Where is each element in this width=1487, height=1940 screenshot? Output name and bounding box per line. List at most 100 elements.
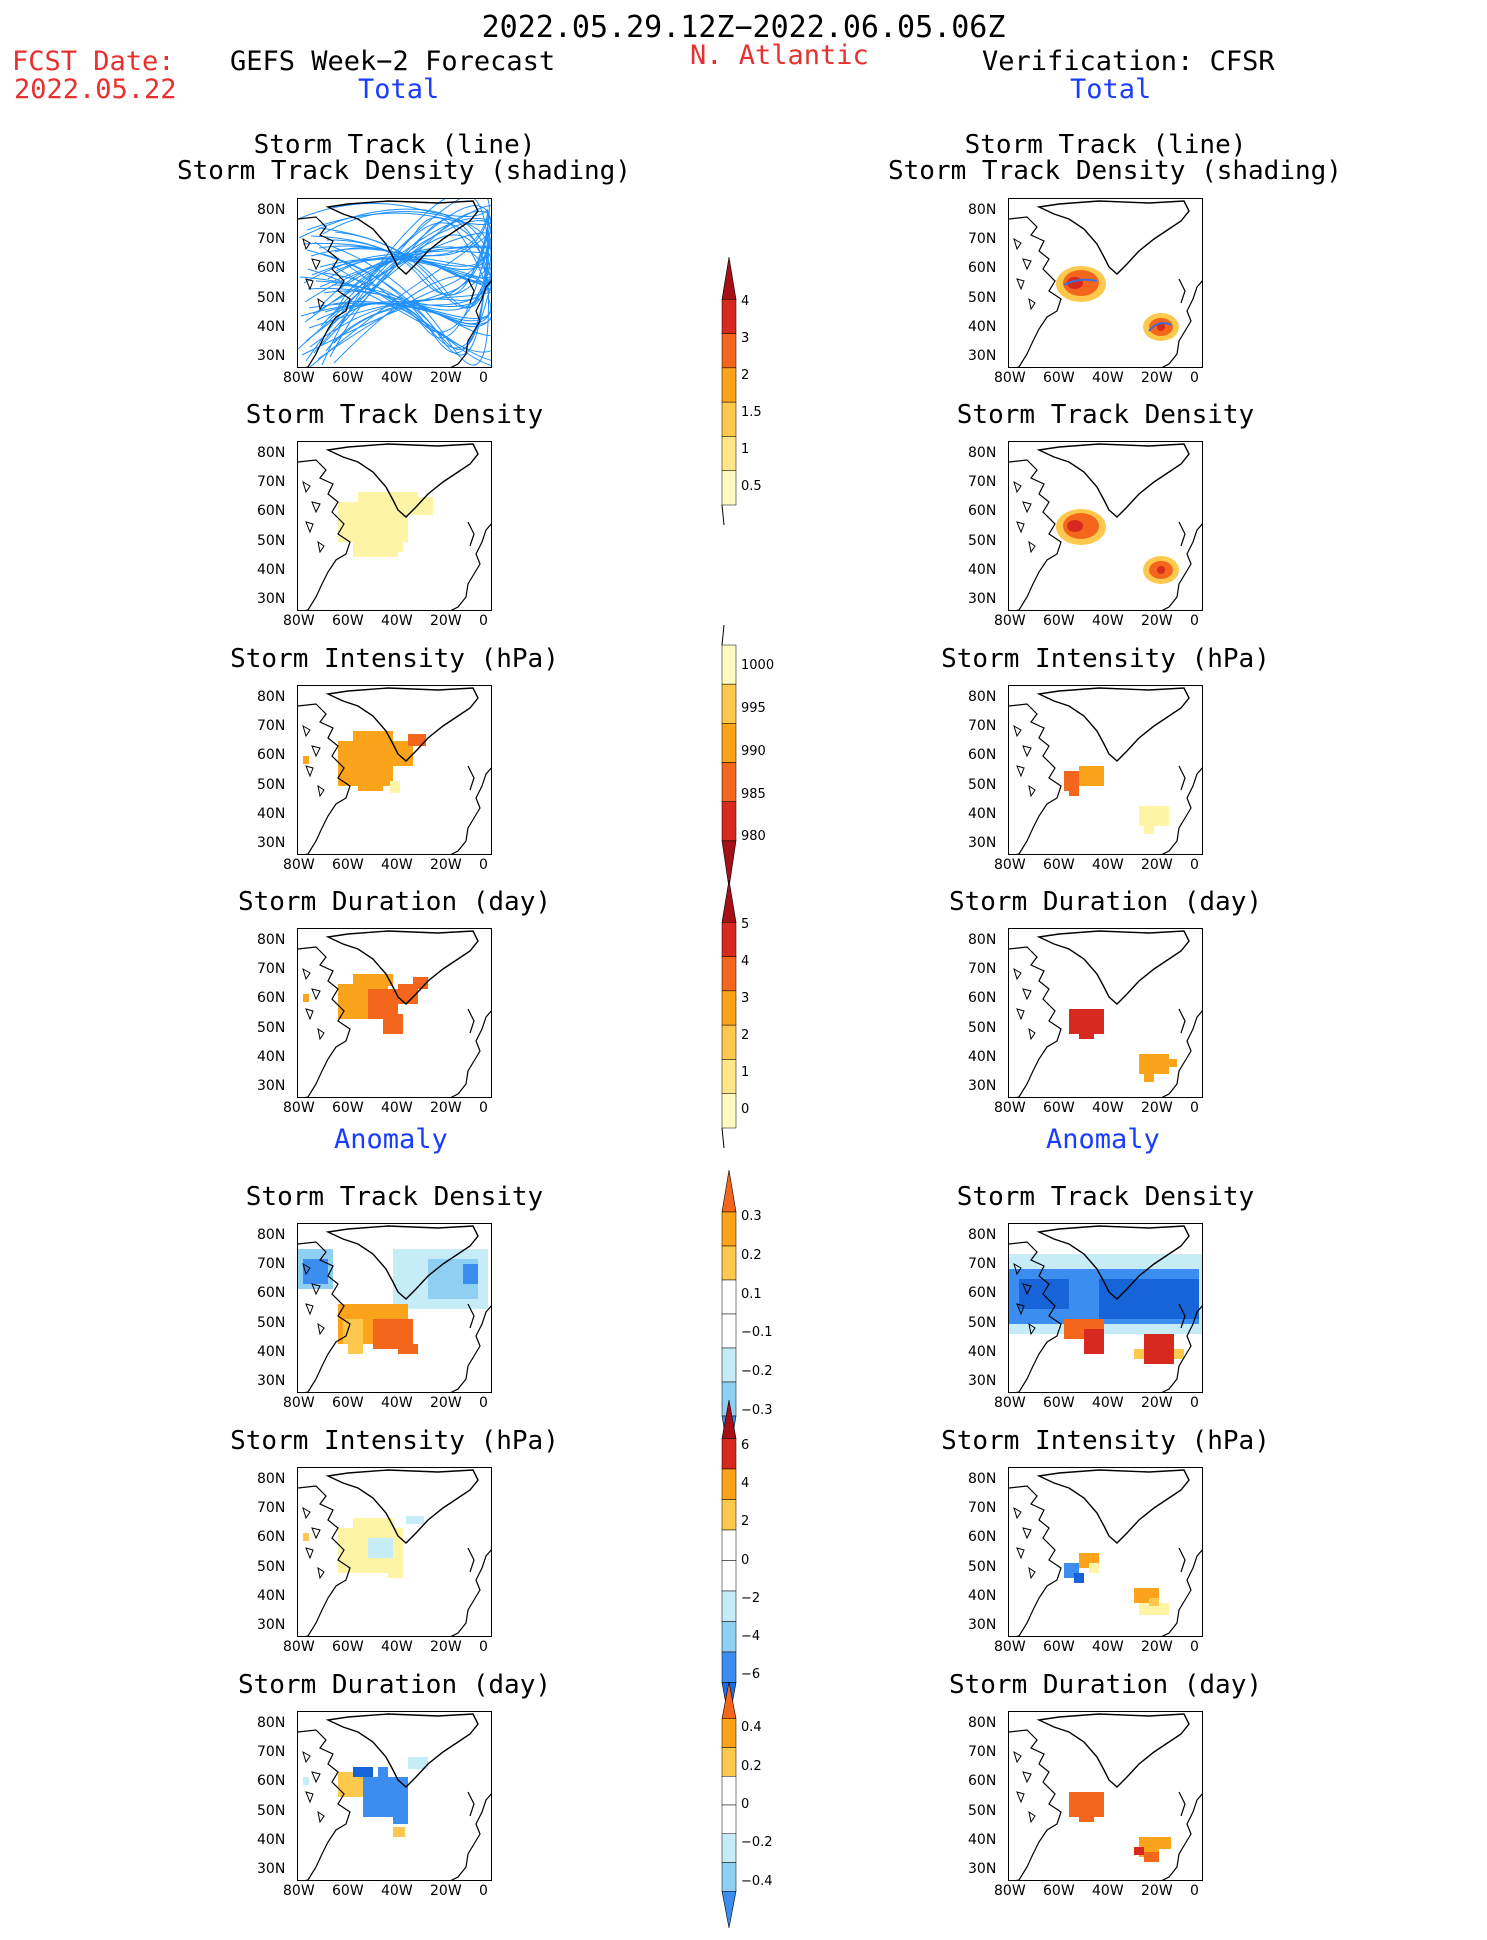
- lon-tick-label: 20W: [1141, 1639, 1173, 1655]
- region-label: N. Atlantic: [690, 40, 869, 71]
- lat-tick-label: 50N: [257, 1019, 286, 1036]
- colorbar-label: −0.4: [741, 1873, 773, 1889]
- lat-tick-label: 70N: [968, 718, 997, 735]
- lat-tick-label: 80N: [257, 445, 286, 461]
- left-r4-map-graphic: [298, 930, 491, 1097]
- lat-tick-label: 80N: [968, 932, 997, 948]
- lat-tick-label: 80N: [968, 689, 997, 705]
- lat-tick-label: 40N: [968, 561, 997, 578]
- lon-tick-label: 40W: [381, 1883, 413, 1899]
- lon-tick-label: 80W: [994, 857, 1026, 873]
- right-r5-title-1: Storm Track Density: [956, 1182, 1255, 1212]
- right-r4-map: [1008, 928, 1203, 1098]
- lat-tick-label: 60N: [257, 747, 286, 764]
- lon-tick-label: 60W: [332, 1395, 364, 1411]
- lon-tick-label: 0: [1190, 1883, 1199, 1899]
- left-r1-title-1: Storm Track (line): [253, 130, 536, 160]
- lon-tick-label: 60W: [332, 857, 364, 873]
- lat-tick-label: 30N: [968, 1078, 997, 1094]
- lat-tick-label: 40N: [968, 318, 997, 335]
- lat-tick-label: 40N: [968, 1587, 997, 1604]
- lon-tick-label: 60W: [332, 1100, 364, 1116]
- lat-tick-label: 70N: [257, 231, 286, 248]
- lat-tick-label: 70N: [968, 231, 997, 248]
- lon-tick-label: 20W: [430, 1639, 462, 1655]
- lat-tick-label: 70N: [257, 1256, 286, 1273]
- right-r5-map-graphic: [1009, 1225, 1202, 1392]
- lon-tick-label: 80W: [994, 1100, 1026, 1116]
- lat-tick-label: 40N: [968, 1343, 997, 1360]
- colorbar-label: 3: [741, 990, 750, 1006]
- lon-tick-label: 60W: [1043, 1883, 1075, 1899]
- lat-tick-label: 80N: [257, 202, 286, 218]
- colorbar-label: 0.2: [741, 1247, 762, 1263]
- lat-tick-label: 50N: [968, 1802, 997, 1819]
- lat-tick-label: 30N: [257, 1617, 286, 1633]
- lat-tick-label: 80N: [968, 1227, 997, 1243]
- lon-tick-label: 0: [479, 1100, 488, 1116]
- lat-tick-label: 40N: [257, 805, 286, 822]
- lat-tick-label: 50N: [257, 1314, 286, 1331]
- lon-tick-label: 80W: [283, 857, 315, 873]
- lon-tick-label: 80W: [994, 1395, 1026, 1411]
- lon-tick-label: 0: [1190, 613, 1199, 629]
- lon-tick-label: 60W: [1043, 1639, 1075, 1655]
- left-r4-title-1: Storm Duration (day): [237, 887, 552, 917]
- lon-tick-label: 80W: [994, 1883, 1026, 1899]
- right-r4-title-1: Storm Duration (day): [948, 887, 1263, 917]
- lon-tick-label: 40W: [381, 1100, 413, 1116]
- left-r1-map-graphic: [298, 199, 491, 367]
- colorbar-label: 985: [741, 786, 766, 802]
- right-r6-map: [1008, 1467, 1203, 1637]
- left-r6-map-graphic: [298, 1469, 491, 1636]
- colorbar-label: −6: [741, 1666, 761, 1682]
- colorbar-label: 1000: [741, 658, 775, 674]
- lon-tick-label: 20W: [430, 1100, 462, 1116]
- lon-tick-label: 20W: [430, 1395, 462, 1411]
- left-r6-title-1: Storm Intensity (hPa): [230, 1426, 559, 1456]
- colorbar-label: 0: [741, 1552, 750, 1568]
- lat-tick-label: 30N: [257, 835, 286, 851]
- colorbar-label: 1: [741, 441, 750, 457]
- lon-tick-label: 40W: [381, 857, 413, 873]
- lat-tick-label: 70N: [968, 474, 997, 491]
- left-r1-title-2: Storm Track Density (shading): [177, 156, 631, 186]
- lat-tick-label: 60N: [968, 1529, 997, 1546]
- lat-tick-label: 40N: [257, 1048, 286, 1065]
- lat-tick-label: 50N: [968, 1019, 997, 1036]
- colorbar-label: 0.4: [741, 1720, 762, 1736]
- lon-tick-label: 20W: [430, 613, 462, 629]
- left-r4-map: [297, 928, 492, 1098]
- left-column-title: GEFS Week−2 Forecast: [230, 46, 556, 77]
- right-r6-title-1: Storm Intensity (hPa): [941, 1426, 1270, 1456]
- left-r3-map: [297, 685, 492, 855]
- lon-tick-label: 0: [1190, 370, 1199, 386]
- colorbar-label: 0: [741, 1101, 750, 1117]
- lon-tick-label: 80W: [994, 613, 1026, 629]
- lat-tick-label: 70N: [257, 1500, 286, 1517]
- lon-tick-label: 0: [479, 1639, 488, 1655]
- lon-tick-label: 0: [1190, 1395, 1199, 1411]
- lon-tick-label: 20W: [430, 1883, 462, 1899]
- lat-tick-label: 50N: [968, 1314, 997, 1331]
- lat-tick-label: 50N: [257, 776, 286, 793]
- lat-tick-label: 60N: [968, 1773, 997, 1790]
- lon-tick-label: 40W: [1092, 857, 1124, 873]
- lat-tick-label: 60N: [968, 747, 997, 764]
- lat-tick-label: 60N: [257, 503, 286, 520]
- lat-tick-label: 30N: [257, 1861, 286, 1877]
- lat-tick-label: 70N: [257, 1744, 286, 1761]
- colorbar-total_density: [721, 256, 737, 526]
- colorbar-label: 6: [741, 1438, 750, 1454]
- lat-tick-label: 80N: [968, 1471, 997, 1487]
- colorbar-label: 980: [741, 829, 766, 845]
- lat-tick-label: 80N: [257, 1715, 286, 1731]
- lon-tick-label: 40W: [1092, 1639, 1124, 1655]
- lat-tick-label: 60N: [257, 1285, 286, 1302]
- colorbar-label: 4: [741, 293, 750, 309]
- colorbar-anom_intensity: [721, 1399, 737, 1722]
- lon-tick-label: 80W: [283, 1100, 315, 1116]
- right-total-label: Total: [1070, 74, 1152, 105]
- lon-tick-label: 80W: [283, 613, 315, 629]
- left-r2-map: [297, 441, 492, 611]
